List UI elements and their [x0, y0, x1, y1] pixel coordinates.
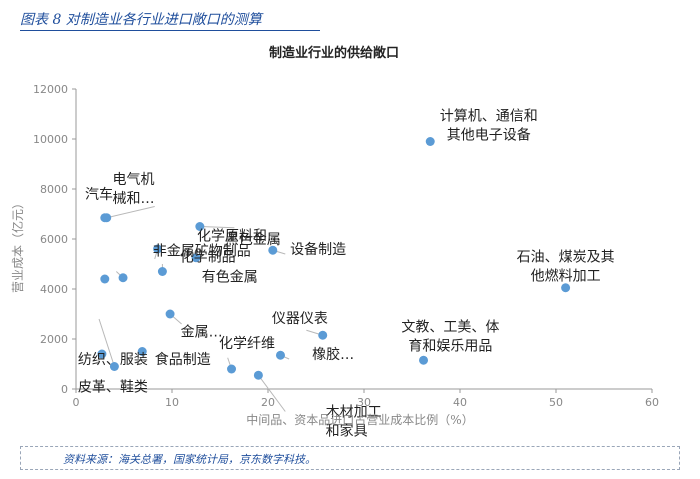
- x-tick-label: 40: [453, 396, 467, 409]
- leader-line: [106, 206, 155, 219]
- point-label: 汽车: [85, 186, 113, 203]
- data-point: [268, 245, 278, 255]
- figure-title: 图表 8 对制造业各行业进口敞口的测算: [20, 12, 262, 28]
- chart-title: 制造业行业的供给敞口: [269, 45, 399, 61]
- data-point: [195, 222, 205, 231]
- leader-line: [257, 374, 286, 412]
- y-tick-label: 10000: [33, 133, 68, 146]
- data-points: [97, 137, 571, 380]
- point-label: 皮革、鞋类: [78, 380, 148, 396]
- axes: 0 10 20 30 40 50 60 0 2000 4000 6000 8000 10000 12000: [33, 83, 659, 409]
- data-point: [137, 347, 147, 356]
- data-point: [318, 330, 328, 340]
- data-point: [157, 267, 167, 276]
- point-label: 非金属矿物制品: [153, 243, 251, 259]
- point-label: 文教、工美、体育和娱乐用品: [401, 320, 499, 355]
- y-tick-label: 12000: [33, 83, 68, 96]
- x-tick-label: 30: [357, 396, 371, 409]
- scatter-chart: 制造业行业的供给敞口 0 10 20 30 40 50 60 0 2000 4000 6000 800…: [10, 45, 659, 440]
- point-label: 金属…: [181, 325, 223, 341]
- data-point: [97, 349, 107, 359]
- data-point: [118, 273, 128, 283]
- y-axis-title: 营业成本（亿元）: [10, 197, 25, 293]
- point-label: 橡胶…: [312, 346, 354, 363]
- source-box: 资料来源：海关总署，国家统计局，京东数字科技。: [20, 446, 680, 470]
- point-label: 化学纤维: [219, 336, 275, 352]
- point-label: 仪器仪表: [272, 311, 328, 327]
- source-note: 资料来源：海关总署，国家统计局，京东数字科技。: [63, 453, 316, 466]
- data-point: [561, 283, 571, 293]
- y-tick-label: 4000: [40, 283, 68, 296]
- data-point: [275, 350, 285, 360]
- x-tick-label: 50: [549, 396, 563, 409]
- leader-line: [199, 226, 235, 229]
- data-point: [191, 253, 201, 263]
- leader-line: [98, 318, 115, 367]
- point-label: 化学原料和…: [197, 228, 281, 244]
- point-label: 黑色金属: [225, 231, 281, 248]
- data-point: [253, 370, 263, 380]
- point-label: 有色金属: [202, 269, 258, 286]
- data-point: [100, 274, 110, 284]
- x-tick-label: 0: [73, 396, 80, 409]
- data-point: [109, 362, 119, 371]
- y-tick-label: 0: [61, 383, 68, 396]
- point-label: 食品制造: [155, 351, 211, 368]
- data-point: [419, 355, 429, 365]
- point-label: 电气机械和…: [112, 172, 154, 207]
- point-label: 设备制造: [290, 241, 346, 258]
- y-tick-label: 2000: [40, 333, 68, 346]
- point-label: 化学制品: [180, 250, 236, 266]
- data-point: [227, 364, 237, 374]
- y-tick-label: 6000: [40, 233, 68, 246]
- x-tick-label: 10: [165, 396, 179, 409]
- x-axis-title: 中间品、资本品进口占营业成本比例（%）: [246, 412, 473, 427]
- data-point: [153, 244, 163, 254]
- point-label: 计算机、通信和其他电子设备: [440, 108, 538, 143]
- data-point: [100, 213, 110, 223]
- data-point: [165, 309, 175, 319]
- x-tick-label: 60: [645, 396, 659, 409]
- x-tick-label: 20: [261, 396, 275, 409]
- data-point: [425, 137, 435, 146]
- y-tick-label: 8000: [40, 183, 68, 196]
- point-label: 木材加工和家具: [326, 405, 382, 440]
- point-label: 纺织、服装: [78, 352, 148, 368]
- title-underline: [20, 30, 320, 31]
- point-label: 石油、煤炭及其他燃料加工: [517, 250, 615, 285]
